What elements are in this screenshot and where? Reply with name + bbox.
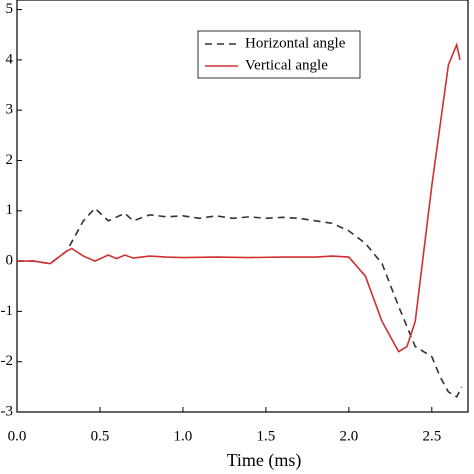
y-tick-label: -1 (1, 303, 14, 319)
y-tick-label: 3 (6, 102, 14, 118)
line (17, 207, 463, 399)
y-tick-label: 2 (6, 152, 14, 168)
y-tick-label: 5 (6, 1, 14, 17)
y-tick-label: 1 (6, 202, 14, 218)
y-tick-label: 4 (6, 51, 14, 67)
x-tick-label: 2.5 (422, 428, 441, 444)
x-tick-label: 1.5 (257, 428, 276, 444)
x-axis-label: Time (ms) (227, 450, 302, 471)
line (17, 42, 461, 353)
legend-box (197, 30, 361, 79)
y-tick-label: 0 (6, 253, 14, 269)
x-tick-label: 1.0 (174, 428, 193, 444)
x-tick-label: 0.5 (91, 428, 110, 444)
y-tick-label: -2 (1, 353, 14, 369)
x-tick-label: 0.0 (8, 428, 27, 444)
legend-label: Vertical angle (245, 57, 328, 73)
legend-label: Horizontal angle (245, 35, 346, 51)
plot-frame (16, 0, 469, 413)
y-tick-label: -3 (1, 403, 14, 419)
x-tick-label: 2.0 (339, 428, 358, 444)
